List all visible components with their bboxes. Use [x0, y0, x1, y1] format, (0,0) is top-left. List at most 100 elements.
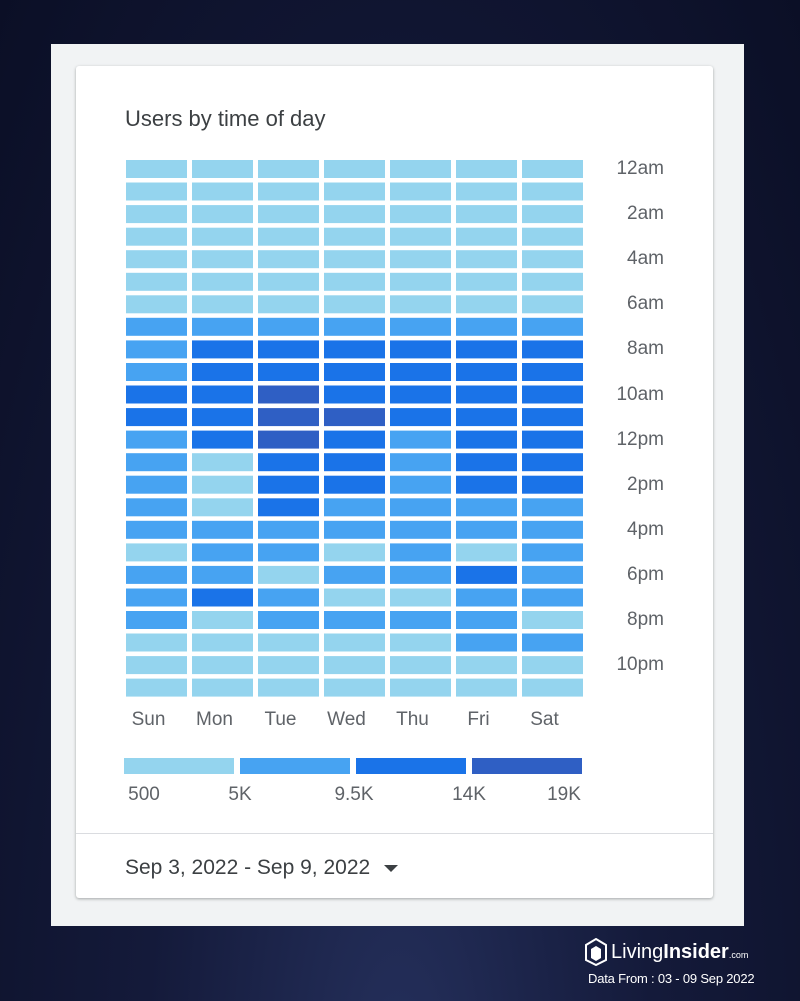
- heatmap-cell[interactable]: [192, 678, 253, 697]
- heatmap-cell[interactable]: [390, 633, 451, 652]
- heatmap-cell[interactable]: [456, 227, 517, 246]
- heatmap-cell[interactable]: [390, 363, 451, 381]
- heatmap-cell[interactable]: [456, 475, 517, 494]
- heatmap-cell[interactable]: [258, 340, 319, 359]
- heatmap-cell[interactable]: [258, 453, 319, 472]
- heatmap-cell[interactable]: [258, 565, 319, 584]
- heatmap-cell[interactable]: [456, 408, 517, 427]
- heatmap-cell[interactable]: [522, 295, 583, 314]
- heatmap-cell[interactable]: [324, 588, 385, 607]
- heatmap-cell[interactable]: [192, 520, 253, 539]
- heatmap-cell[interactable]: [390, 182, 451, 201]
- heatmap-cell[interactable]: [192, 408, 253, 427]
- heatmap-cell[interactable]: [522, 565, 583, 584]
- heatmap-cell[interactable]: [522, 633, 583, 652]
- heatmap-cell[interactable]: [522, 453, 583, 472]
- heatmap-cell[interactable]: [192, 340, 253, 359]
- heatmap-cell[interactable]: [522, 408, 583, 427]
- heatmap-cell[interactable]: [390, 498, 451, 517]
- heatmap-cell[interactable]: [258, 182, 319, 201]
- heatmap-cell[interactable]: [258, 543, 319, 562]
- heatmap-cell[interactable]: [192, 498, 253, 517]
- heatmap-cell[interactable]: [522, 340, 583, 359]
- heatmap-cell[interactable]: [390, 565, 451, 584]
- heatmap-cell[interactable]: [456, 205, 517, 224]
- heatmap-cell[interactable]: [126, 611, 187, 629]
- heatmap-cell[interactable]: [258, 205, 319, 224]
- heatmap-cell[interactable]: [456, 317, 517, 336]
- heatmap-cell[interactable]: [456, 295, 517, 314]
- heatmap-cell[interactable]: [390, 408, 451, 427]
- heatmap-cell[interactable]: [324, 520, 385, 539]
- heatmap-cell[interactable]: [258, 588, 319, 607]
- heatmap-cell[interactable]: [324, 272, 385, 291]
- heatmap-cell[interactable]: [390, 205, 451, 224]
- heatmap-cell[interactable]: [324, 205, 385, 224]
- heatmap-cell[interactable]: [456, 340, 517, 359]
- heatmap-cell[interactable]: [522, 498, 583, 517]
- heatmap-cell[interactable]: [324, 498, 385, 517]
- heatmap-cell[interactable]: [258, 408, 319, 427]
- heatmap-cell[interactable]: [456, 430, 517, 449]
- heatmap-cell[interactable]: [126, 272, 187, 291]
- heatmap-cell[interactable]: [522, 250, 583, 269]
- heatmap-cell[interactable]: [390, 340, 451, 359]
- heatmap-cell[interactable]: [324, 565, 385, 584]
- heatmap-cell[interactable]: [390, 475, 451, 494]
- heatmap-cell[interactable]: [192, 565, 253, 584]
- date-range-dropdown[interactable]: Sep 3, 2022 - Sep 9, 2022: [125, 851, 399, 885]
- heatmap-cell[interactable]: [390, 520, 451, 539]
- heatmap-cell[interactable]: [258, 633, 319, 652]
- heatmap-cell[interactable]: [192, 588, 253, 607]
- heatmap-cell[interactable]: [456, 453, 517, 472]
- heatmap-cell[interactable]: [258, 498, 319, 517]
- heatmap-cell[interactable]: [192, 160, 253, 178]
- heatmap-cell[interactable]: [192, 430, 253, 449]
- heatmap-cell[interactable]: [324, 363, 385, 381]
- heatmap-cell[interactable]: [522, 317, 583, 336]
- heatmap-cell[interactable]: [522, 656, 583, 675]
- heatmap-cell[interactable]: [258, 475, 319, 494]
- heatmap-cell[interactable]: [258, 227, 319, 246]
- heatmap-cell[interactable]: [456, 385, 517, 404]
- heatmap-cell[interactable]: [522, 363, 583, 381]
- heatmap-cell[interactable]: [456, 363, 517, 381]
- heatmap-cell[interactable]: [192, 475, 253, 494]
- heatmap-cell[interactable]: [324, 182, 385, 201]
- heatmap-cell[interactable]: [324, 543, 385, 562]
- heatmap-cell[interactable]: [126, 363, 187, 381]
- heatmap-cell[interactable]: [456, 611, 517, 629]
- heatmap-cell[interactable]: [126, 160, 187, 178]
- heatmap-cell[interactable]: [324, 430, 385, 449]
- heatmap-cell[interactable]: [258, 250, 319, 269]
- heatmap-cell[interactable]: [456, 160, 517, 178]
- heatmap-cell[interactable]: [390, 317, 451, 336]
- heatmap-cell[interactable]: [324, 295, 385, 314]
- heatmap-cell[interactable]: [456, 678, 517, 697]
- heatmap-cell[interactable]: [258, 656, 319, 675]
- heatmap-cell[interactable]: [390, 385, 451, 404]
- heatmap-cell[interactable]: [192, 295, 253, 314]
- heatmap-cell[interactable]: [192, 272, 253, 291]
- heatmap-cell[interactable]: [126, 656, 187, 675]
- heatmap-cell[interactable]: [390, 678, 451, 697]
- heatmap-cell[interactable]: [324, 611, 385, 629]
- heatmap-cell[interactable]: [456, 182, 517, 201]
- heatmap-cell[interactable]: [192, 182, 253, 201]
- heatmap-cell[interactable]: [192, 453, 253, 472]
- heatmap-cell[interactable]: [126, 565, 187, 584]
- heatmap-cell[interactable]: [324, 475, 385, 494]
- heatmap-cell[interactable]: [258, 160, 319, 178]
- heatmap-cell[interactable]: [522, 611, 583, 629]
- heatmap-cell[interactable]: [192, 205, 253, 224]
- heatmap-cell[interactable]: [324, 408, 385, 427]
- heatmap-cell[interactable]: [390, 453, 451, 472]
- heatmap-cell[interactable]: [126, 678, 187, 697]
- heatmap-cell[interactable]: [126, 227, 187, 246]
- heatmap-cell[interactable]: [126, 453, 187, 472]
- heatmap-cell[interactable]: [192, 363, 253, 381]
- heatmap-cell[interactable]: [390, 160, 451, 178]
- heatmap-cell[interactable]: [522, 588, 583, 607]
- heatmap-cell[interactable]: [456, 633, 517, 652]
- heatmap-cell[interactable]: [522, 205, 583, 224]
